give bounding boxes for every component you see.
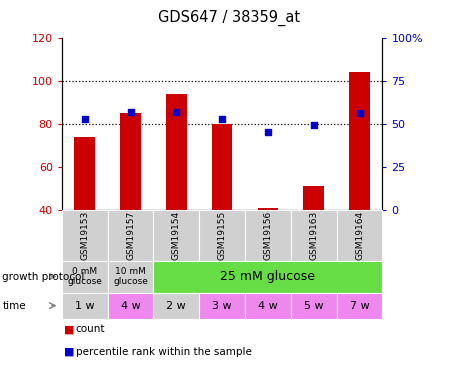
- Text: GSM19155: GSM19155: [218, 211, 227, 260]
- Bar: [74, 137, 95, 210]
- Bar: [120, 113, 141, 210]
- Text: GSM19156: GSM19156: [263, 211, 273, 260]
- Point: [264, 129, 272, 135]
- Point: [310, 123, 317, 129]
- Text: 0 mM
glucose: 0 mM glucose: [67, 267, 102, 286]
- Point: [218, 116, 226, 122]
- Text: GSM19154: GSM19154: [172, 211, 181, 260]
- Bar: [166, 94, 187, 210]
- Text: time: time: [2, 301, 26, 310]
- Text: GDS647 / 38359_at: GDS647 / 38359_at: [158, 9, 300, 26]
- Text: 1 w: 1 w: [75, 301, 94, 310]
- Text: 4 w: 4 w: [120, 301, 141, 310]
- Point: [173, 109, 180, 115]
- Text: count: count: [76, 324, 105, 334]
- Bar: [257, 208, 278, 210]
- Text: GSM19163: GSM19163: [309, 211, 318, 260]
- Point: [127, 109, 134, 115]
- Text: GSM19164: GSM19164: [355, 211, 364, 260]
- Text: 10 mM
glucose: 10 mM glucose: [113, 267, 148, 286]
- Text: 25 mM glucose: 25 mM glucose: [220, 270, 316, 283]
- Text: 3 w: 3 w: [213, 301, 232, 310]
- Bar: [349, 72, 370, 210]
- Text: GSM19157: GSM19157: [126, 211, 135, 260]
- Text: 4 w: 4 w: [258, 301, 278, 310]
- Text: 7 w: 7 w: [349, 301, 370, 310]
- Bar: [212, 124, 232, 210]
- Text: percentile rank within the sample: percentile rank within the sample: [76, 347, 251, 357]
- Point: [81, 116, 88, 122]
- Text: ■: ■: [64, 324, 75, 334]
- Text: growth protocol: growth protocol: [2, 272, 85, 282]
- Text: GSM19153: GSM19153: [80, 211, 89, 260]
- Bar: [303, 186, 324, 210]
- Text: 5 w: 5 w: [304, 301, 323, 310]
- Text: 2 w: 2 w: [166, 301, 186, 310]
- Text: ■: ■: [64, 347, 75, 357]
- Point: [356, 110, 363, 116]
